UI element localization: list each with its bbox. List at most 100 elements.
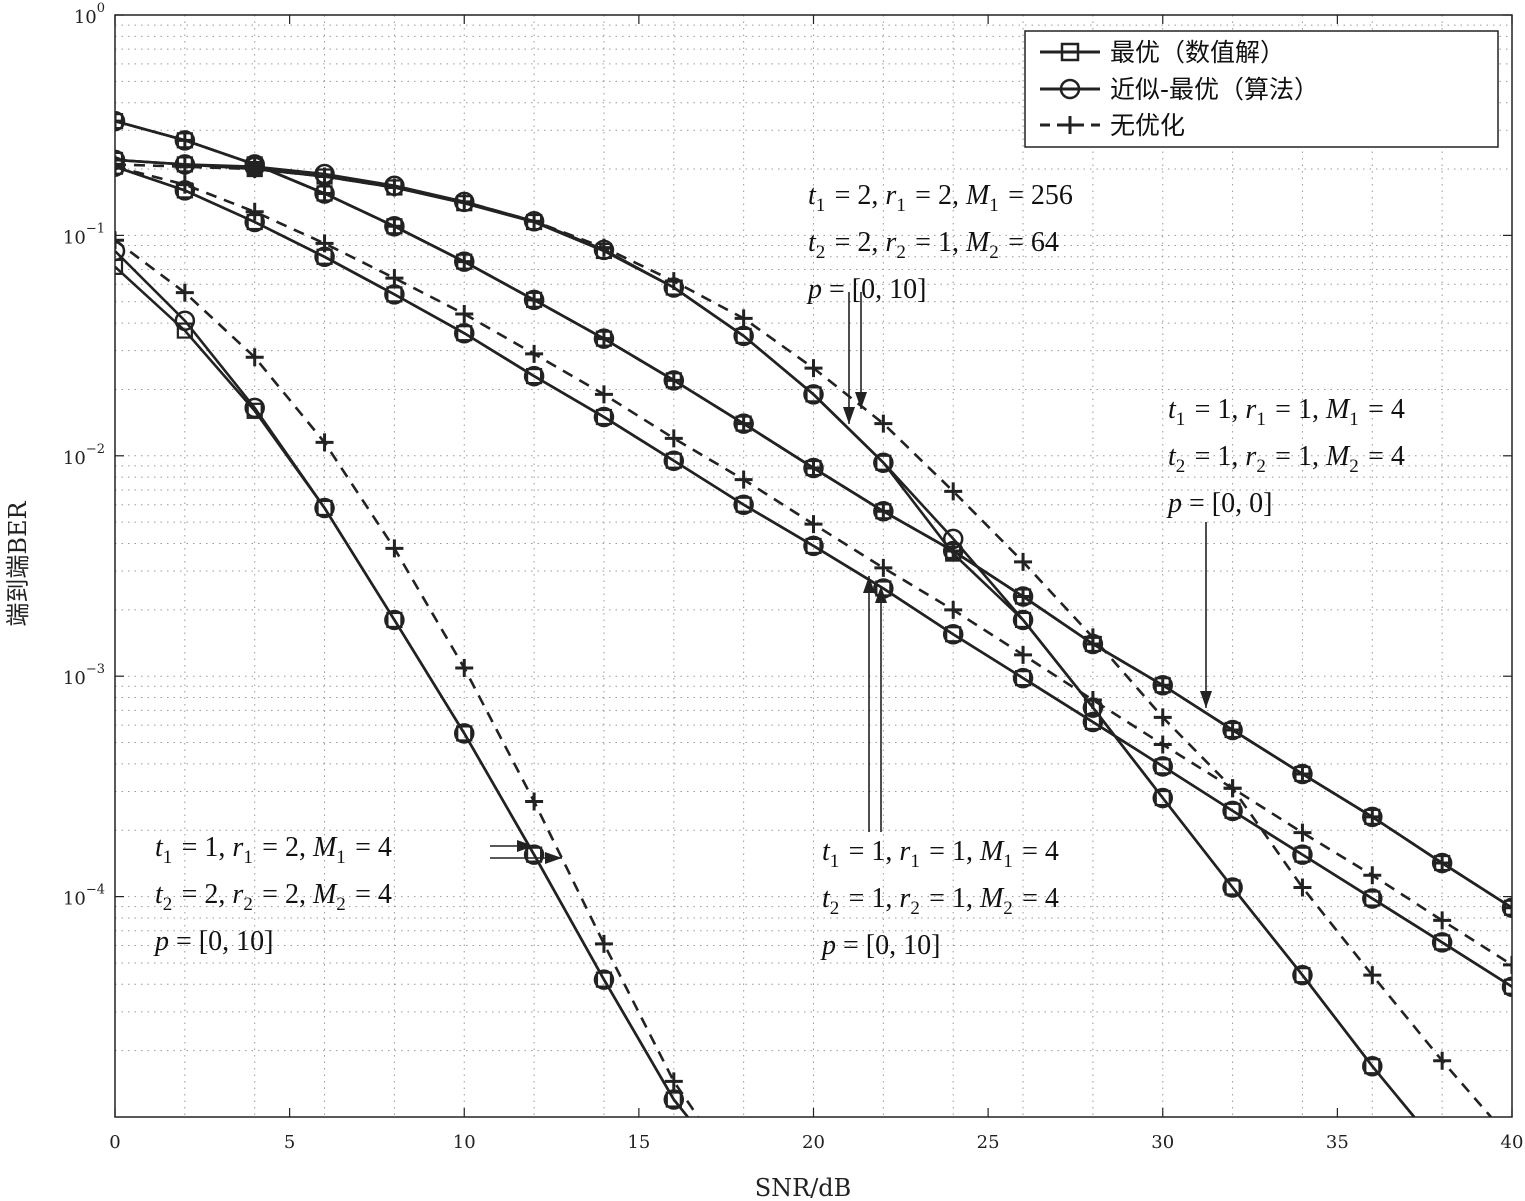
arrow-head — [843, 407, 855, 424]
annotation-line: t2 = 1, r2 = 1, M2 = 4 — [1168, 441, 1405, 477]
plus-marker — [525, 792, 544, 811]
circle-marker — [314, 183, 335, 204]
legend-plus-marker — [1061, 116, 1079, 134]
square-marker — [456, 725, 473, 742]
arrow-head — [863, 576, 875, 593]
square-marker — [1224, 802, 1241, 819]
circle-marker — [803, 535, 824, 557]
square-marker — [1084, 635, 1102, 653]
x-axis-label: SNR/dB — [755, 1174, 852, 1201]
square-marker — [595, 330, 613, 347]
series-line-optimal — [115, 158, 1416, 1117]
circle-marker — [314, 246, 335, 268]
legend: 最优（数值解） 近似-最优（算法） 无优化 — [1024, 30, 1499, 148]
y-tick-label: 100 — [74, 1, 105, 28]
square-marker — [456, 325, 473, 342]
square-marker — [805, 537, 822, 555]
square-marker — [1503, 978, 1512, 995]
arrow-head — [517, 840, 534, 852]
circle-marker — [1012, 609, 1034, 631]
circle-marker — [1082, 711, 1104, 733]
circle-marker — [1222, 800, 1243, 822]
y-tick-exponent: 0 — [97, 1, 105, 16]
x-tick-label: 20 — [802, 1132, 825, 1153]
plus-marker — [1014, 552, 1033, 571]
square-marker — [1084, 713, 1102, 731]
circle-marker — [523, 210, 545, 232]
circle-marker — [1362, 1055, 1383, 1077]
circle-marker — [384, 284, 405, 305]
annotation-group: t1 = 1, r1 = 1, M1 = 4 t2 = 1, r2 = 1, M2… — [820, 836, 1059, 961]
y-tick-base: 10 — [63, 448, 86, 469]
square-marker — [945, 626, 962, 643]
square-marker — [115, 158, 124, 175]
circle-marker — [454, 251, 475, 272]
plus-marker — [874, 414, 893, 433]
series-line-optimal — [115, 119, 1512, 909]
legend-item-approx: 近似-最优（算法） — [1040, 75, 1319, 104]
plus-marker — [944, 482, 963, 501]
circle-marker — [873, 501, 894, 522]
square-marker — [1154, 789, 1171, 807]
y-tick-base: 10 — [63, 668, 86, 689]
annotation-line: p = [0, 10] — [806, 274, 926, 305]
plus-marker — [1363, 866, 1382, 885]
plus-marker — [455, 304, 474, 323]
plus-marker — [385, 539, 404, 558]
y-tick-exponent: −3 — [86, 662, 105, 677]
plus-marker — [1223, 779, 1242, 798]
x-tick-label: 10 — [453, 1132, 476, 1153]
circle-marker — [1292, 763, 1313, 785]
y-tick-label: 10−1 — [63, 221, 105, 248]
circle-marker — [1362, 806, 1383, 828]
square-marker — [945, 542, 962, 560]
plus-marker — [1433, 1051, 1452, 1070]
square-marker — [1224, 721, 1241, 739]
square-marker — [386, 179, 403, 196]
square-marker — [386, 286, 403, 303]
x-tick-label: 30 — [1151, 1132, 1174, 1153]
square-marker — [1364, 1058, 1381, 1075]
square-marker — [176, 322, 193, 339]
square-marker — [875, 503, 892, 520]
square-marker — [246, 213, 263, 231]
square-marker — [115, 113, 124, 130]
square-marker — [1014, 611, 1032, 629]
circle-marker — [942, 624, 964, 645]
square-marker — [1154, 758, 1171, 775]
circle-marker — [1082, 633, 1104, 655]
legend-label-approx: 近似-最优（算法） — [1110, 75, 1319, 104]
arrow-head — [855, 392, 867, 409]
annotation-group: t1 = 1, r1 = 2, M1 = 4 t2 = 2, r2 = 2, M2… — [153, 832, 392, 957]
legend-item-none: 无优化 — [1040, 111, 1185, 140]
circle-marker — [115, 110, 126, 132]
y-tick-exponent: −1 — [86, 221, 105, 236]
plus-marker — [1433, 911, 1452, 930]
square-marker — [1014, 588, 1032, 605]
circle-marker — [1362, 888, 1383, 909]
square-marker — [805, 459, 822, 477]
arrow-head — [875, 586, 887, 603]
y-tick-base: 10 — [63, 889, 86, 910]
series-line-none — [115, 163, 1492, 1117]
plus-marker — [525, 344, 544, 363]
plus-marker — [1153, 708, 1172, 727]
plus-marker — [1293, 878, 1312, 897]
circle-marker — [733, 413, 754, 434]
circle-marker — [174, 180, 196, 201]
circle-marker — [1292, 844, 1313, 865]
y-tick-base: 10 — [74, 7, 97, 28]
square-marker — [875, 454, 892, 471]
square-marker — [1154, 677, 1171, 694]
circle-marker — [244, 211, 265, 233]
square-marker — [1503, 899, 1512, 916]
circle-marker — [523, 289, 545, 311]
circle-marker — [1501, 976, 1512, 997]
plus-marker — [1293, 823, 1312, 842]
square-marker — [1014, 670, 1032, 687]
square-marker — [1294, 967, 1311, 984]
square-marker — [386, 611, 403, 629]
annotation-line: t1 = 2, r1 = 2, M1 = 256 — [808, 180, 1073, 216]
